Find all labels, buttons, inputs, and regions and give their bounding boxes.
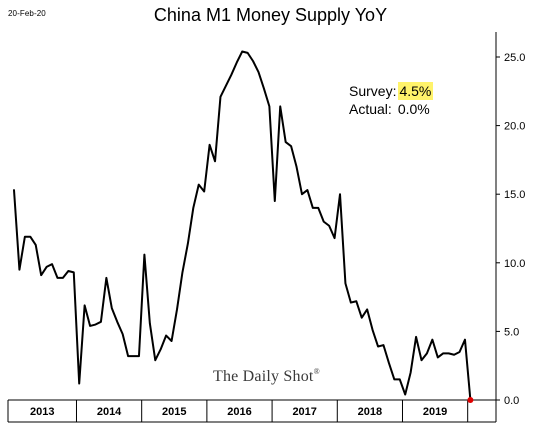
survey-label: Survey: — [349, 83, 397, 99]
y-tick-label: 15.0 — [504, 189, 525, 201]
last-point-marker — [467, 397, 474, 403]
watermark-mark: ® — [313, 367, 320, 376]
y-tick-label: 20.0 — [504, 121, 525, 133]
y-tick-label: 10.0 — [504, 258, 525, 270]
survey-value: 4.5% — [398, 82, 434, 100]
survey-row: Survey: 4.5% — [349, 82, 434, 100]
x-tick-label: 2014 — [97, 406, 122, 418]
date-label: 20-Feb-20 — [8, 9, 46, 18]
x-tick-label: 2018 — [358, 406, 382, 418]
daily-shot-logo: The Daily Shot® — [213, 367, 320, 386]
y-tick-label: 0.0 — [504, 395, 519, 407]
x-tick-label: 2013 — [30, 406, 54, 418]
x-tick-label: 2019 — [423, 406, 447, 418]
watermark-text: The Daily Shot — [213, 368, 314, 385]
chart-title: China M1 Money Supply YoY — [153, 5, 388, 25]
axis-layer: 0.0 5.0 10.0 15.0 20.0 25.0 2013 2014 2015 2016 20… — [7, 32, 525, 423]
stats-box: Survey: 4.5% Actual: 0.0% — [349, 82, 434, 118]
x-tick-label: 2017 — [292, 406, 316, 418]
actual-value: 0.0% — [397, 101, 430, 117]
x-tick-label: 2016 — [227, 406, 251, 418]
actual-label: Actual: — [349, 101, 392, 117]
actual-row: Actual: 0.0% — [349, 100, 433, 118]
y-tick-label: 25.0 — [504, 52, 525, 64]
y-tick-label: 5.0 — [504, 326, 519, 338]
series-layer — [13, 50, 474, 403]
x-tick-label: 2015 — [162, 406, 186, 418]
